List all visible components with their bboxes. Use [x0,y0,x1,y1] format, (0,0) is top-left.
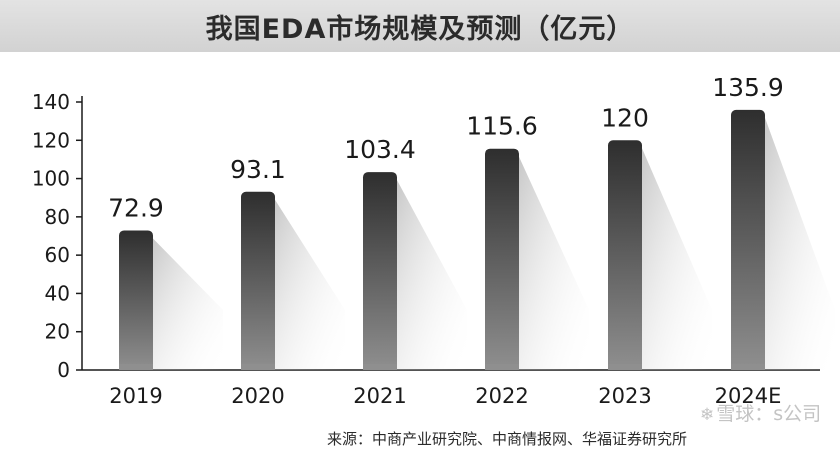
bar-base [608,364,642,370]
title-bar: 我国EDA市场规模及预测（亿元） [0,0,840,52]
bar-base [363,364,397,370]
bar-2019 [119,230,153,370]
bar-shadow [275,199,345,370]
watermark: ❄ 雪球：s公司 [700,399,821,426]
y-tick-label: 100 [32,167,70,191]
bar-shadow [642,148,712,370]
bar-base [119,364,153,370]
data-label: 72.9 [108,193,164,222]
x-tick-label: 2023 [598,384,651,408]
watermark-text: 雪球：s公司 [716,403,822,425]
y-tick-label: 0 [57,358,70,382]
data-label: 115.6 [466,112,538,141]
bar-2020 [241,191,275,370]
y-tick-label: 80 [45,205,70,229]
snowball-icon: ❄ [700,405,715,425]
y-tick-label: 120 [32,128,70,152]
bar-shadow [765,117,835,370]
bar-2023 [608,140,642,370]
bar-shadow [397,180,467,370]
data-label: 93.1 [230,155,286,184]
bars [119,109,835,370]
x-tick-label: 2019 [109,384,162,408]
bar-chart: 0 20 40 60 80 100 120 140 72.9 2019 93.1 2020 103.4… [32,73,835,408]
x-tick-label: 2022 [475,384,528,408]
bar-2024E [731,109,765,370]
x-tick-label: 2021 [353,384,406,408]
labels: 72.9 2019 93.1 2020 103.4 2021 115.6 2022 120 202… [108,73,784,408]
data-label: 120 [601,103,649,132]
y-tick-label: 140 [32,90,70,114]
bar-2022 [485,148,519,370]
x-tick-label: 2024E [715,384,782,408]
data-label: 103.4 [344,135,416,164]
bar-shadow [153,238,223,370]
chart-title: 我国EDA市场规模及预测（亿元） [205,13,635,45]
bar-base [485,364,519,370]
x-tick-label: 2020 [231,384,284,408]
data-label: 135.9 [712,73,784,102]
bar-base [241,364,275,370]
bar-2021 [363,172,397,370]
y-tick-label: 60 [45,243,70,267]
y-tick-label: 40 [45,281,70,305]
y-tick-label: 20 [45,320,70,344]
bar-base [731,364,765,370]
source-note: 来源：中商产业研究院、中商情报网、华福证券研究所 [327,430,688,448]
bar-shadow [519,156,589,370]
